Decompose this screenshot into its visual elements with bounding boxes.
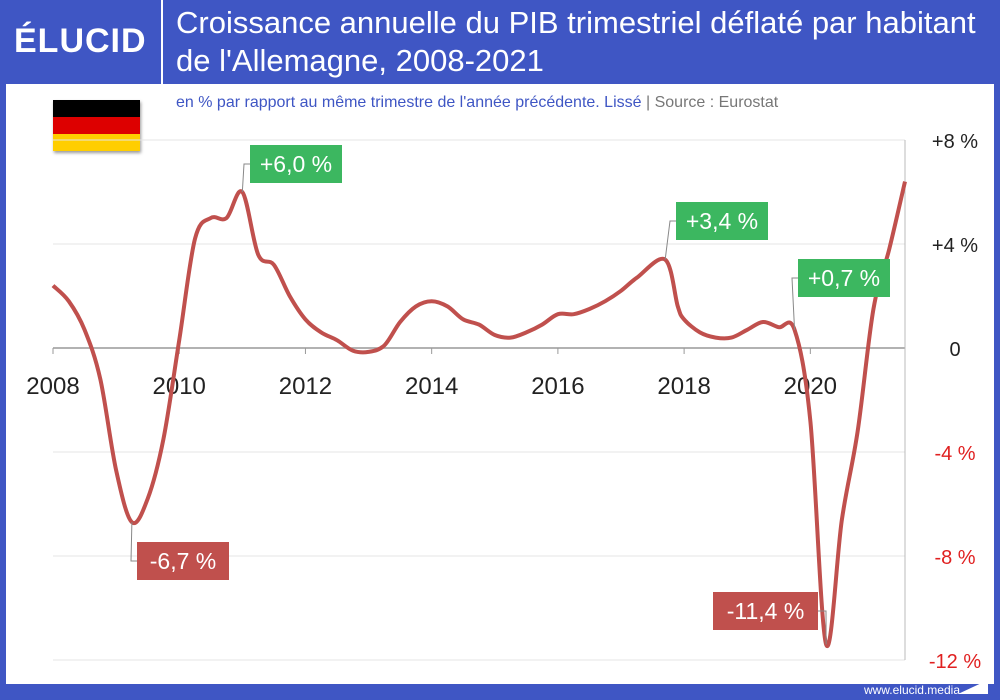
annotation-leader xyxy=(791,277,798,330)
x-tick-label: 2018 xyxy=(657,373,710,400)
source: Source : Eurostat xyxy=(654,94,779,111)
subtitle-text: en % par rapport au même trimestre de l'… xyxy=(176,94,642,111)
annotation-leader xyxy=(818,610,827,645)
separator: | xyxy=(645,94,651,111)
annotation-box xyxy=(137,542,229,580)
x-tick-label: 2020 xyxy=(784,373,837,400)
x-tick-label: 2012 xyxy=(279,373,332,400)
y-tick-label: -12 % xyxy=(929,651,981,673)
annotation-label: +0,7 % xyxy=(808,265,880,291)
x-tick-label: 2008 xyxy=(26,373,79,400)
y-tick-label: +4 % xyxy=(932,235,978,257)
annotation-label: +3,4 % xyxy=(686,208,758,234)
series-line xyxy=(51,181,907,649)
elucid-logo: ÉLUCID xyxy=(14,22,147,60)
x-tick-label: 2010 xyxy=(153,373,206,400)
annotation-box xyxy=(798,259,890,297)
annotation-box xyxy=(713,592,818,630)
annotation-leader xyxy=(664,220,676,260)
annotation-label: +6,0 % xyxy=(260,151,332,177)
footer-url: www.elucid.media xyxy=(863,683,960,697)
subtitle: en % par rapport au même trimestre de l'… xyxy=(176,94,778,112)
y-tick-label: +8 % xyxy=(932,131,978,153)
germany-flag-icon xyxy=(53,100,140,151)
header-divider xyxy=(161,0,163,84)
y-tick-label: 0 xyxy=(949,339,960,361)
annotation-box xyxy=(676,202,768,240)
annotation-leader xyxy=(130,522,137,562)
x-tick-label: 2014 xyxy=(405,373,458,400)
annotation-label: -11,4 % xyxy=(727,598,805,624)
annotation-label: -6,7 % xyxy=(150,548,216,574)
chart-title: Croissance annuelle du PIB trimestriel d… xyxy=(176,5,976,78)
y-tick-label: -8 % xyxy=(934,547,975,569)
y-tick-label: -4 % xyxy=(934,443,975,465)
annotation-box xyxy=(250,145,342,183)
annotation-leader xyxy=(241,163,250,193)
x-tick-label: 2016 xyxy=(531,373,584,400)
